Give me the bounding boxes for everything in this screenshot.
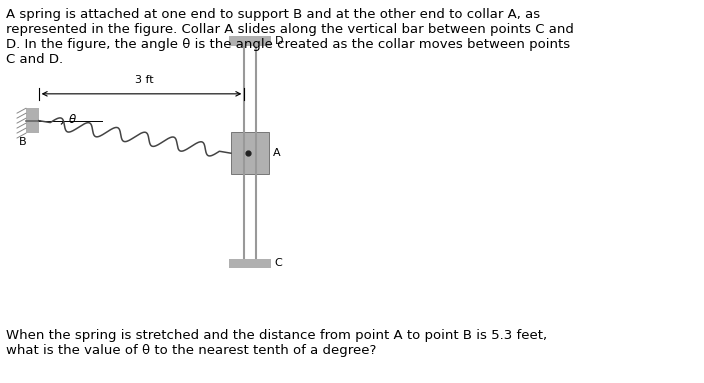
Text: When the spring is stretched and the distance from point A to point B is 5.3 fee: When the spring is stretched and the dis… [6,329,547,357]
Bar [26,108,39,133]
Text: A spring is attached at one end to support B and at the other end to collar A, a: A spring is attached at one end to suppo… [6,8,574,65]
Text: A: A [273,148,281,158]
Text: D: D [275,36,283,46]
Text: 3 ft: 3 ft [135,75,153,85]
Bar [229,36,271,46]
Text: B: B [19,137,26,147]
Text: C: C [275,258,282,268]
Text: $\theta$: $\theta$ [68,113,77,126]
Bar [229,259,271,268]
Bar [231,132,269,174]
